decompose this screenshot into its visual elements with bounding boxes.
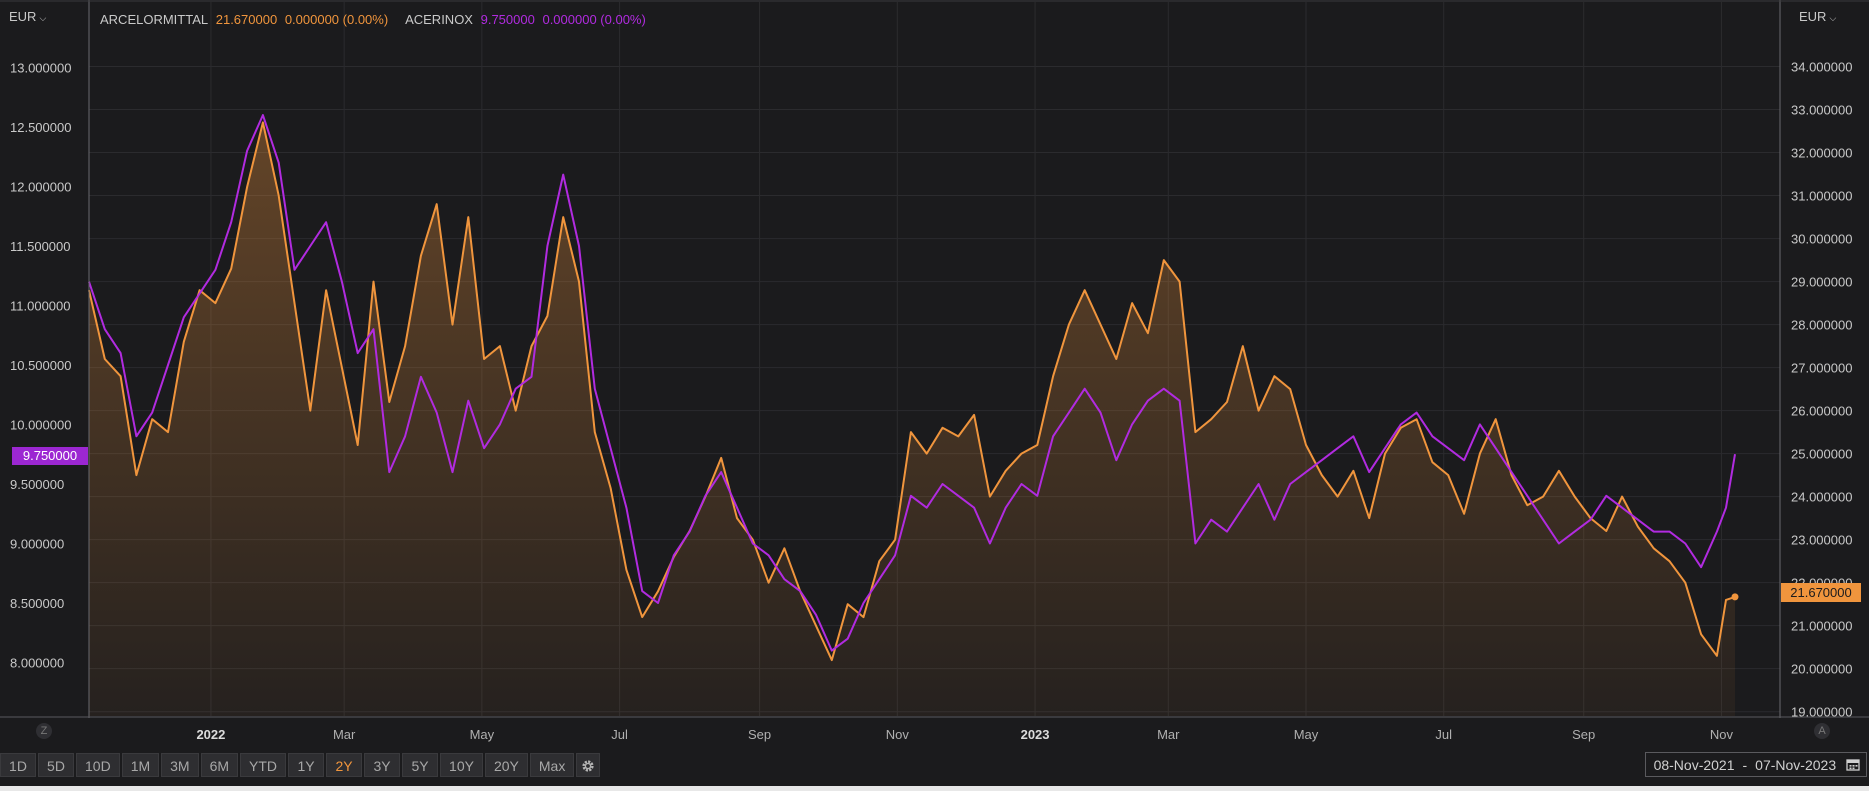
y-right-tick-label: 34.000000 — [1791, 60, 1852, 75]
zoom-right-label: A — [1818, 725, 1826, 737]
y-left-tick-label: 9.500000 — [10, 477, 64, 492]
period-button-5y[interactable]: 5Y — [402, 753, 439, 777]
right-price-badge-text: 21.670000 — [1790, 585, 1851, 600]
currency-left-label: EUR — [9, 9, 37, 24]
autoscale-button[interactable]: A — [1814, 723, 1830, 739]
zoom-left-button[interactable]: Z — [36, 723, 52, 739]
date-range-end: 07-Nov-2023 — [1755, 757, 1837, 773]
period-button-1y[interactable]: 1Y — [288, 753, 325, 777]
gear-icon — [582, 760, 594, 772]
y-right-tick-label: 28.000000 — [1791, 318, 1852, 333]
y-right-tick-label: 27.000000 — [1791, 361, 1852, 376]
currency-selector-right[interactable]: EUR ⌵ — [1799, 9, 1836, 24]
y-right-tick-label: 30.000000 — [1791, 232, 1852, 247]
x-tick-label: Jul — [611, 727, 628, 742]
legend-change-acerinox: 0.000000 (0.00%) — [542, 12, 646, 27]
legend-value-arcelormittal: 21.670000 — [215, 12, 278, 27]
zoom-left-label: Z — [40, 725, 48, 737]
x-tick-label: Sep — [1572, 727, 1595, 742]
bottom-scrollbar[interactable] — [0, 786, 1869, 791]
series-line-acerinox — [88, 114, 1736, 652]
price-badges: 9.750000 21.670000 — [12, 447, 1861, 602]
period-button-max[interactable]: Max — [529, 753, 575, 777]
y-left-tick-label: 11.500000 — [10, 239, 71, 254]
y-right-tick-label: 32.000000 — [1791, 146, 1852, 161]
period-button-3m[interactable]: 3M — [161, 753, 199, 777]
legend-name-arcelormittal: ARCELORMITTAL — [100, 12, 209, 27]
x-tick-label: Nov — [1710, 727, 1734, 742]
tick-labels: 19.00000020.00000021.00000022.00000023.0… — [10, 60, 1852, 742]
y-right-tick-label: 25.000000 — [1791, 447, 1852, 462]
y-right-tick-label: 23.000000 — [1791, 533, 1852, 548]
calendar-icon — [1846, 759, 1860, 771]
y-left-tick-label: 8.000000 — [10, 655, 64, 670]
legend: ARCELORMITTAL 21.670000 0.000000 (0.00%)… — [100, 12, 650, 27]
series-line-arcelormittal — [88, 121, 1736, 662]
y-right-tick-label: 20.000000 — [1791, 662, 1852, 677]
x-tick-label: May — [470, 727, 495, 742]
y-left-tick-label: 8.500000 — [10, 596, 64, 611]
y-left-tick-label: 12.000000 — [10, 179, 71, 194]
period-button-6m[interactable]: 6M — [200, 753, 239, 777]
x-tick-label: Sep — [748, 727, 771, 742]
y-right-tick-label: 26.000000 — [1791, 404, 1852, 419]
legend-change-arcelormittal: 0.000000 (0.00%) — [284, 12, 389, 27]
x-tick-label: May — [1294, 727, 1319, 742]
period-button-20y[interactable]: 20Y — [484, 753, 528, 777]
period-button-2y[interactable]: 2Y — [326, 753, 363, 777]
x-tick-label: 2023 — [1021, 727, 1050, 742]
series-endpoint-arcelormittal — [1731, 593, 1739, 601]
axes — [0, 0, 1869, 718]
y-left-tick-label: 12.500000 — [10, 120, 71, 135]
date-range-picker[interactable]: 08-Nov-2021-07-Nov-2023 — [1644, 752, 1867, 777]
x-tick-label: Nov — [886, 727, 910, 742]
y-right-tick-label: 19.000000 — [1791, 705, 1852, 720]
period-button-1d[interactable]: 1D — [0, 753, 36, 777]
legend-value-acerinox: 9.750000 — [480, 12, 535, 27]
currency-right-label: EUR — [1799, 9, 1827, 24]
left-price-badge-text: 9.750000 — [23, 448, 77, 463]
x-tick-label: Mar — [333, 727, 356, 742]
y-right-tick-label: 29.000000 — [1791, 275, 1852, 290]
line-layer — [88, 114, 1739, 662]
y-left-tick-label: 10.000000 — [10, 417, 71, 432]
currency-selector-left[interactable]: EUR ⌵ — [9, 9, 46, 24]
x-tick-label: Jul — [1435, 727, 1452, 742]
series-area-arcelormittal — [89, 122, 1735, 716]
y-left-tick-label: 13.000000 — [10, 60, 71, 75]
period-button-3y[interactable]: 3Y — [364, 753, 401, 777]
right-price-badge — [1781, 583, 1861, 602]
y-left-tick-label: 11.000000 — [10, 298, 71, 313]
y-right-tick-label: 33.000000 — [1791, 103, 1852, 118]
chevron-down-icon: ⌵ — [39, 13, 47, 23]
area-layer — [89, 122, 1735, 716]
y-right-tick-label: 24.000000 — [1791, 490, 1852, 505]
period-button-10y[interactable]: 10Y — [440, 753, 483, 777]
y-left-tick-label: 9.000000 — [10, 536, 64, 551]
date-range-separator: - — [1742, 757, 1748, 773]
chevron-down-icon: ⌵ — [1829, 13, 1837, 23]
y-left-tick-label: 10.500000 — [10, 358, 71, 373]
period-button-5d[interactable]: 5D — [38, 753, 74, 777]
period-button-1m[interactable]: 1M — [121, 753, 160, 777]
period-button-ytd[interactable]: YTD — [240, 753, 287, 777]
settings-button[interactable] — [576, 753, 601, 777]
x-tick-label: 2022 — [196, 727, 225, 742]
y-right-tick-label: 21.000000 — [1791, 619, 1852, 634]
x-tick-label: Mar — [1157, 727, 1180, 742]
date-range-start: 08-Nov-2021 — [1653, 757, 1735, 773]
y-right-tick-label: 31.000000 — [1791, 189, 1852, 204]
legend-name-acerinox: ACERINOX — [405, 12, 473, 27]
period-button-10d[interactable]: 10D — [76, 753, 120, 777]
left-price-badge — [12, 447, 88, 465]
period-toolbar: 1D 5D 10D 1M 3M 6M YTD 1Y 2Y 3Y 5Y 10Y 2… — [0, 753, 601, 777]
